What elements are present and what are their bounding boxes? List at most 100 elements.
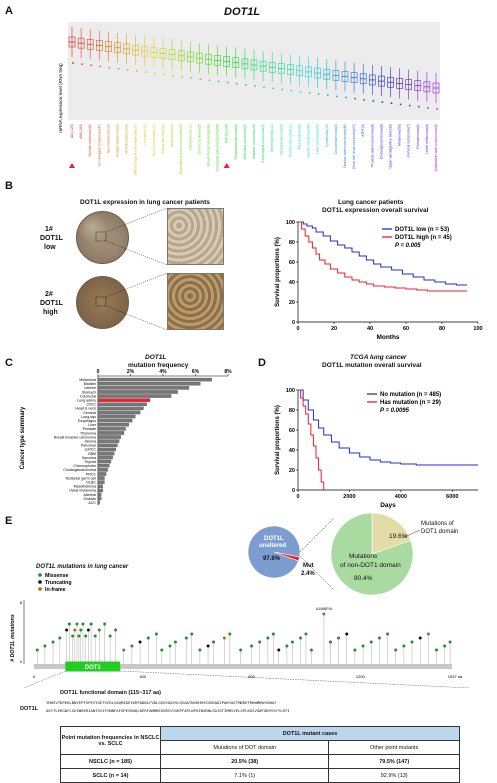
bar-category-label: GBM xyxy=(88,452,96,456)
pie-left-slice-1 xyxy=(273,551,300,562)
lollipop-x-tick-label: 1200 xyxy=(356,674,366,679)
lollipop-title-text: DOT1L mutations in lung cancer xyxy=(36,564,129,570)
domain-title: DOT1L functional domain (115~317 aa) xyxy=(60,690,161,696)
lollipop-legend-label: Truncating xyxy=(45,580,72,586)
boxplot-category-label: Chronic leukemia(5) xyxy=(197,124,201,154)
boxplot-outlier xyxy=(99,65,102,68)
lollipop-head xyxy=(266,636,270,640)
pie-right-big-label-2: of non-DOT1 domain xyxy=(340,562,401,569)
bar-category-label: Thyroid xyxy=(84,460,96,464)
bar xyxy=(97,463,110,468)
bar-category-label: Thymoma xyxy=(80,431,96,435)
bar-category-label: DLBC xyxy=(86,481,96,485)
table-row-nsclc-c2: 79.5% (147) xyxy=(328,754,460,769)
lollipop-head xyxy=(86,628,90,632)
lollipop-head xyxy=(271,632,275,636)
km-x-tick-label: 60 xyxy=(403,326,409,332)
bar xyxy=(97,402,147,406)
km-y-tick-label: 40 xyxy=(289,280,295,286)
lollipop-head xyxy=(222,636,226,640)
boxplot-outlier xyxy=(408,104,411,107)
km-y-tick-label: 60 xyxy=(289,428,295,434)
bar-category-label: ACC xyxy=(88,501,96,505)
bar xyxy=(97,435,121,439)
lollipop-head xyxy=(377,636,381,640)
ihc-low-label-1: 1# xyxy=(45,226,53,233)
boxplot-category-label: Cholangiocarcinoma(8) xyxy=(379,124,383,159)
km-legend-label: No mutation (n = 485) xyxy=(380,392,441,398)
boxplot-category-label: Osteosarcoma(10) xyxy=(270,124,274,152)
boxplot-outlier xyxy=(199,78,202,80)
boxplot-category-label: Fibrosarcoma(6) xyxy=(416,124,420,149)
panel-d-title-2: DOT1L mutation overall survival xyxy=(322,362,422,369)
bar xyxy=(97,480,105,484)
km-x-tick-label: 0 xyxy=(296,326,299,332)
boxplot-category-label: Bladder carcinoma(26) xyxy=(252,124,256,158)
lollipop-head xyxy=(43,644,47,648)
table-row-nsclc-label: NSCLC (n = 185) xyxy=(60,754,161,769)
bar-category-label: Ovarian xyxy=(83,497,96,501)
boxplot-outlier xyxy=(390,102,393,105)
boxplot-outlier xyxy=(163,73,165,76)
km-x-tick-label: 40 xyxy=(367,326,373,332)
lollipop-head xyxy=(448,640,452,644)
bar xyxy=(97,414,136,419)
bar-x-tick-label: 4% xyxy=(159,369,167,375)
table-header-right: DOT1L mutant cases xyxy=(160,726,460,741)
bar xyxy=(97,476,105,480)
km-y-tick-label: 0 xyxy=(292,320,295,326)
domain-zoom-line-right xyxy=(120,670,471,688)
panel-c-title-2: mutation frequency xyxy=(128,362,189,369)
lollipop-legend-label: Missense xyxy=(45,573,68,579)
boxplot-category-label: Breast ductal carcinoma(39) xyxy=(207,124,211,166)
panel-c-title-1: DOT1L xyxy=(145,354,167,361)
lollipop-head xyxy=(84,634,88,638)
bar xyxy=(97,492,102,497)
boxplot-category-label: Medulloblastoma(8) xyxy=(125,124,129,154)
lollipop-head xyxy=(184,636,188,640)
lollipop-y-tick: 0 xyxy=(20,659,23,664)
boxplot-category-label: Diffuse large B-cell lymphoma(17) xyxy=(134,124,138,175)
km-legend-label: DOT1L low (n = 53) xyxy=(395,227,449,233)
highlight-triangle xyxy=(223,163,230,168)
dot1-domain-box xyxy=(65,661,121,672)
lollipop-y-axis-label: # DOT1L mutations xyxy=(10,614,16,662)
bar-x-tick-label: 0 xyxy=(97,369,100,375)
km-x-tick-label: 100 xyxy=(473,326,482,332)
panel-a-boxplot-chart: ALL(125) AML(183) Multiple myeloma(38) Non-… xyxy=(58,22,440,175)
bar xyxy=(97,455,113,460)
boxplot-outlier xyxy=(126,69,129,71)
boxplot-category-label: Liver carcinoma(20) xyxy=(316,124,320,154)
boxplot-outlier xyxy=(181,75,184,78)
lollipop-top-mutation-label: A1066P/A xyxy=(316,607,333,611)
lollipop-head xyxy=(71,634,75,638)
boxplot-outlier xyxy=(326,94,329,97)
dot1-domain-label: DOT1 xyxy=(85,665,102,671)
bar-category-label: cSCC xyxy=(87,403,97,407)
pie-right-pct-small: 19.6% xyxy=(389,533,408,540)
lollipop-head xyxy=(198,648,202,652)
bar xyxy=(97,468,108,472)
lollipop-y-tick: 8 xyxy=(20,600,23,605)
panel-letter-d: D xyxy=(258,357,266,369)
km-y-tick-label: 60 xyxy=(289,260,295,266)
lollipop-head xyxy=(361,644,365,648)
boxplot-category-label: Uveal melanoma(8) xyxy=(425,124,429,154)
lollipop-head xyxy=(114,628,118,632)
km-x-tick-label: 0 xyxy=(296,494,299,500)
lollipop-head xyxy=(173,640,177,644)
pie-left-label-1: DOT1L xyxy=(264,536,284,542)
km-x-axis-label: Months xyxy=(376,334,399,341)
km-x-tick-label: 4000 xyxy=(395,494,407,500)
lollipop-head xyxy=(81,622,85,626)
bar xyxy=(97,406,144,411)
boxplot-category-label: NSCLC(129) xyxy=(225,124,229,143)
boxplot-category-label: Colorectal adenocarcinoma(59) xyxy=(216,124,220,171)
km-legend-label: DOT1L high (n = 45) xyxy=(395,235,452,241)
lollipop-head xyxy=(402,644,406,648)
bar xyxy=(97,382,201,386)
km1-title-2: DOT1L expression overall survival xyxy=(322,207,429,214)
boxplot-outlier xyxy=(245,83,247,86)
bar-category-label: Cholangiocarcinoma xyxy=(63,468,96,472)
pie-right-slice-1 xyxy=(330,512,414,596)
